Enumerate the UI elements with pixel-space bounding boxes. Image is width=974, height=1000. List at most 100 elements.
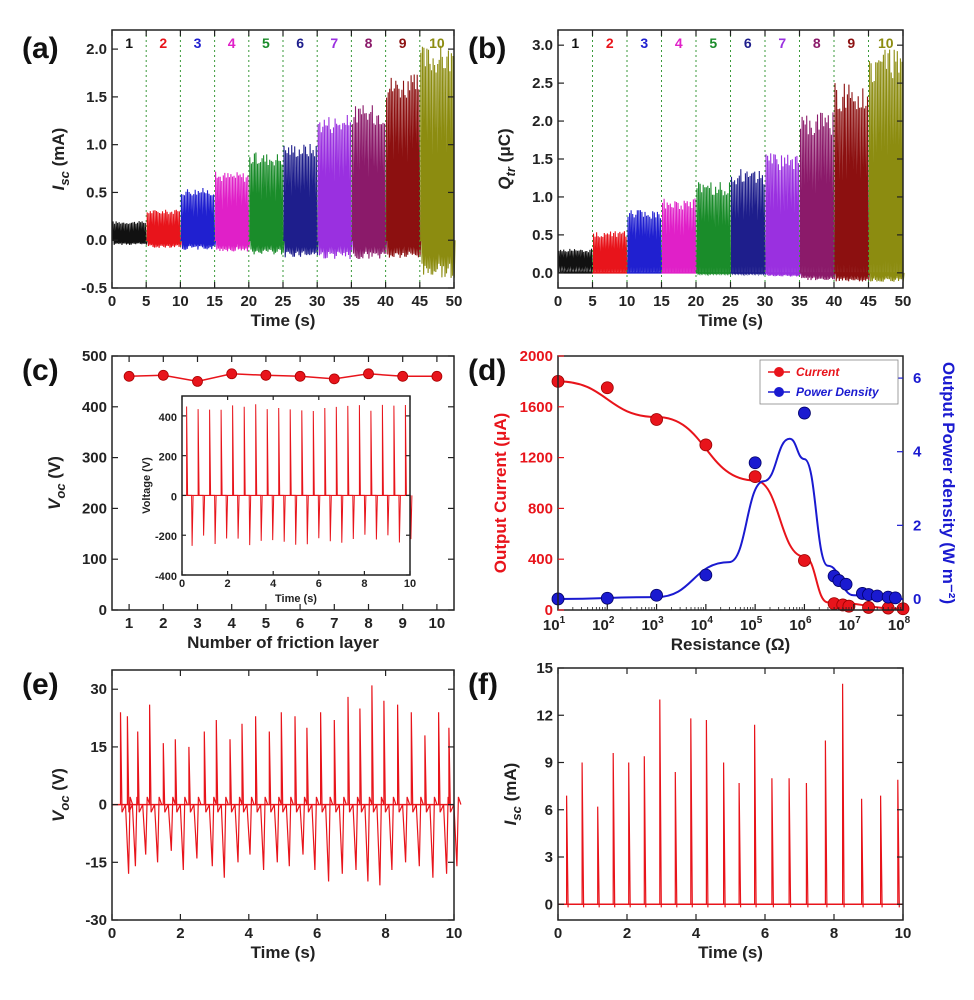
voc-point bbox=[123, 370, 135, 382]
segment-label: 5 bbox=[709, 35, 717, 51]
panel-b-ytick-label: 2.5 bbox=[532, 75, 553, 92]
panel-e-frame bbox=[111, 669, 455, 921]
panel-c-xtick-label: 10 bbox=[429, 615, 446, 632]
panel-c-ytick-label: 0 bbox=[99, 602, 107, 619]
series-6-pulses bbox=[730, 169, 767, 277]
x-axis-title: Time (s) bbox=[698, 311, 763, 330]
panel-b-xtick-label: 45 bbox=[860, 293, 877, 310]
segment-label: 10 bbox=[429, 35, 445, 51]
inset-voltage-trace bbox=[186, 404, 413, 546]
panel-d-xtick-label: 104 bbox=[691, 615, 714, 634]
panel-e-xtick-label: 2 bbox=[176, 925, 184, 942]
series-5-pulses bbox=[696, 182, 732, 277]
y-axis-title-rest: (mA) bbox=[501, 763, 520, 806]
panel-d-ytick-label: 400 bbox=[528, 551, 553, 568]
xtick-base: 10 bbox=[839, 617, 856, 634]
panel-f-xtick-label: 4 bbox=[692, 925, 701, 942]
segment-label: 5 bbox=[262, 35, 270, 51]
y-axis-title-rest: (V) bbox=[45, 456, 64, 483]
panel-a-xtick-label: 35 bbox=[343, 293, 360, 310]
inset-xtick-label: 4 bbox=[270, 578, 277, 590]
y-axis-title: Voc (V) bbox=[45, 456, 68, 510]
legend-current-marker bbox=[774, 367, 784, 377]
panel-c-ytick-label: 300 bbox=[82, 450, 107, 467]
voc-point bbox=[328, 373, 340, 385]
isc-pulse bbox=[659, 699, 662, 908]
y-axis-title-sub: tr bbox=[503, 166, 518, 176]
isc-pulse bbox=[842, 683, 845, 908]
isc-pulse bbox=[674, 771, 678, 908]
panel-e-ytick-label: -30 bbox=[85, 912, 107, 929]
panel-d-ytick-right-label: 0 bbox=[913, 591, 921, 608]
panel-c-ytick-label: 100 bbox=[82, 551, 107, 568]
isc-pulse bbox=[824, 740, 828, 908]
inset-x-title: Time (s) bbox=[275, 593, 317, 605]
xtick-base: 10 bbox=[789, 617, 806, 634]
x-axis-title: Time (s) bbox=[251, 311, 316, 330]
panel-b-xtick-label: 50 bbox=[895, 293, 912, 310]
xtick-base: 10 bbox=[740, 617, 757, 634]
panel-f-ytick-label: 15 bbox=[536, 660, 553, 677]
panel-e-xtick-label: 0 bbox=[108, 925, 116, 942]
panel-f: 0 2 4 6 8 10 0 3 6 9 12 15 Time (s) Isc (mA) (f) bbox=[468, 660, 911, 962]
y-axis-title-main: I bbox=[49, 184, 68, 190]
panel-label: (d) bbox=[468, 354, 506, 387]
isc-pulse bbox=[643, 756, 647, 908]
segment-label: 9 bbox=[399, 35, 407, 51]
y-axis-title: Isc (mA) bbox=[501, 763, 524, 826]
series-6-pulses bbox=[283, 143, 319, 258]
panel-b: 1 2 3 4 5 6 7 8 9 100 5 10 15 20 25 30 35 40 45 500.00.51.0… bbox=[468, 29, 912, 330]
y-axis-title: Voc (V) bbox=[49, 768, 72, 822]
panel-d-xtick-label: 105 bbox=[740, 615, 763, 634]
inset-ytick-label: 0 bbox=[171, 491, 177, 503]
panel-d-xtick-label: 103 bbox=[641, 615, 664, 634]
panel-f-xtick-label: 2 bbox=[623, 925, 631, 942]
power-point bbox=[798, 406, 811, 420]
panel-d: 101 102 103 104 105 106 107 1080400800120016002… bbox=[468, 348, 958, 654]
panel-d-ytick-right-label: 6 bbox=[913, 370, 921, 387]
y-axis-title: Qtr (μC) bbox=[495, 128, 518, 189]
isc-pulse bbox=[566, 795, 569, 908]
panel-a-xtick-label: 10 bbox=[172, 293, 189, 310]
voc-line bbox=[129, 373, 437, 383]
isc-pulse bbox=[597, 806, 600, 908]
panel-b-xtick-label: 40 bbox=[826, 293, 843, 310]
series-3-pulses bbox=[180, 187, 217, 250]
segment-label: 6 bbox=[744, 35, 752, 51]
panel-c-ytick-label: 400 bbox=[82, 399, 107, 416]
panel-c-xtick-label: 6 bbox=[296, 615, 304, 632]
series-10-pulses bbox=[868, 49, 905, 282]
isc-pulse bbox=[738, 782, 742, 908]
isc-pulse bbox=[628, 762, 631, 908]
panel-f-ytick-label: 6 bbox=[545, 802, 553, 819]
segment-label: 7 bbox=[330, 35, 338, 51]
x-axis-title: Time (s) bbox=[698, 943, 763, 962]
isc-pulse bbox=[754, 724, 757, 908]
panel-a-xtick-label: 40 bbox=[377, 293, 394, 310]
panel-f-xtick-label: 6 bbox=[761, 925, 769, 942]
y-axis-title-left: Output Current (μA) bbox=[491, 413, 510, 574]
series-1-pulses bbox=[558, 248, 595, 273]
voc-trace bbox=[119, 685, 462, 886]
voc-point bbox=[226, 368, 238, 380]
panel-c-frame bbox=[111, 355, 455, 611]
voc-point bbox=[157, 369, 169, 381]
y-axis-title-sub: oc bbox=[53, 483, 68, 499]
panel-c-xtick-label: 4 bbox=[228, 615, 237, 632]
series-8-pulses bbox=[351, 105, 388, 260]
panel-label: (c) bbox=[22, 354, 59, 387]
inset-y-title: Voltage (V) bbox=[141, 457, 153, 514]
panel-d-xtick-label: 108 bbox=[888, 615, 911, 634]
panel-d-ytick-right-label: 2 bbox=[913, 517, 921, 534]
y-axis-title-rest: (V) bbox=[49, 768, 68, 795]
panel-b-ytick-label: 3.0 bbox=[532, 37, 553, 54]
segment-label: 8 bbox=[813, 35, 821, 51]
y-axis-title-main: I bbox=[501, 819, 520, 825]
panel-c-ytick-label: 500 bbox=[82, 348, 107, 365]
y-axis-title-rest: (μC) bbox=[495, 128, 514, 167]
panel-d-ytick-label: 800 bbox=[528, 500, 553, 517]
panel-b-xtick-label: 25 bbox=[722, 293, 739, 310]
panel-b-ytick-label: 1.0 bbox=[532, 189, 553, 206]
series-7-pulses bbox=[765, 153, 802, 277]
panel-e-ytick-label: 0 bbox=[99, 797, 107, 814]
